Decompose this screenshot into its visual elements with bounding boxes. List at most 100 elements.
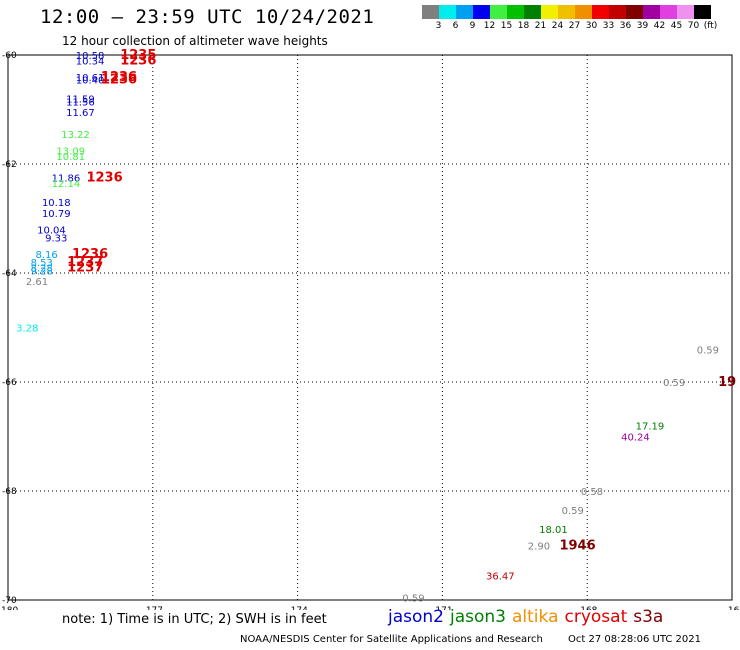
data-point-label: 9.33 xyxy=(45,234,67,245)
color-swatch xyxy=(507,5,524,19)
page-subtitle: 12 hour collection of altimeter wave hei… xyxy=(62,34,328,48)
color-scale-label: (ft) xyxy=(703,21,718,31)
color-swatch xyxy=(626,5,643,19)
data-point-label: 2.61 xyxy=(26,277,48,288)
color-swatch xyxy=(575,5,592,19)
color-scale-label: 36 xyxy=(619,21,632,31)
data-point-label: 1236 xyxy=(72,247,108,262)
color-scale-label: 12 xyxy=(483,21,496,31)
data-point-label: 8.28 xyxy=(31,264,53,275)
color-scale-label: 39 xyxy=(636,21,649,31)
x-tick-label: -174 xyxy=(287,606,308,610)
data-point-label: 10.18 xyxy=(42,198,71,209)
color-swatch xyxy=(490,5,507,19)
color-scale-legend xyxy=(422,5,711,19)
color-swatch xyxy=(524,5,541,19)
color-scale-label: 9 xyxy=(469,21,476,31)
color-scale-label: 6 xyxy=(452,21,459,31)
data-point-label: 19 xyxy=(718,375,736,390)
page-title: 12:00 — 23:59 UTC 10/24/2021 xyxy=(40,6,375,28)
data-point-label: 1235 xyxy=(120,48,156,63)
color-scale-label: 15 xyxy=(500,21,513,31)
data-point-label: 1237 xyxy=(67,261,103,276)
color-scale-label: 33 xyxy=(602,21,615,31)
y-tick-label: -64 xyxy=(2,269,17,279)
y-tick-label: -70 xyxy=(2,596,17,606)
data-point-label: 10.79 xyxy=(42,209,71,220)
data-point-label: 11.56 xyxy=(66,97,95,108)
color-scale-label: 24 xyxy=(551,21,564,31)
y-tick-label: -66 xyxy=(2,378,17,388)
satellite-legend: jason2 jason3 altika cryosat s3a xyxy=(388,607,669,627)
y-tick-label: -68 xyxy=(2,487,17,497)
x-tick-label: -177 xyxy=(143,606,163,610)
color-swatch xyxy=(541,5,558,19)
data-point-label: 0.59 xyxy=(562,506,584,517)
data-point-label: 1946 xyxy=(559,539,595,554)
data-point-label: 10.34 xyxy=(76,56,105,67)
color-scale-label: 42 xyxy=(653,21,666,31)
data-point-label: 0.59 xyxy=(402,593,424,604)
data-point-label: 13.09 xyxy=(56,146,85,157)
color-swatch xyxy=(660,5,677,19)
x-tick-label: -171 xyxy=(432,606,452,610)
color-swatch xyxy=(456,5,473,19)
x-tick-label: -16 xyxy=(725,606,740,610)
data-point-label: 0.59 xyxy=(697,345,719,356)
footer: NOAA/NESDIS Center for Satellite Applica… xyxy=(240,634,701,645)
data-point-label: 1236 xyxy=(101,73,137,88)
color-scale-labels: 3 6 9 12 15 18 21 24 27 30 33 36 39 42 45 70 (ft) xyxy=(422,21,740,33)
color-swatch xyxy=(643,5,660,19)
data-point-label: 10.04 xyxy=(37,225,66,236)
x-tick-label: -168 xyxy=(577,606,598,610)
satellite-label: cryosat xyxy=(564,607,628,627)
footer-credit: NOAA/NESDIS Center for Satellite Applica… xyxy=(240,634,543,645)
note-text: note: 1) Time is in UTC; 2) SWH is in fe… xyxy=(62,612,327,627)
data-point-label: 11.86 xyxy=(52,174,81,185)
color-scale-label: 45 xyxy=(670,21,683,31)
y-tick-label: -62 xyxy=(2,160,17,170)
data-point-label: 3.28 xyxy=(16,324,38,335)
data-point-label: 1236 xyxy=(86,171,122,186)
data-point-label: 10.81 xyxy=(56,152,85,163)
color-scale-label: 27 xyxy=(568,21,581,31)
data-point-label: 8.53 xyxy=(31,258,53,269)
data-point-label: 2.90 xyxy=(528,542,550,553)
x-tick-label: -180 xyxy=(0,606,18,610)
color-scale-label: 21 xyxy=(534,21,547,31)
data-point-label: 9.28 xyxy=(31,266,53,277)
data-point-label: 12.14 xyxy=(52,179,81,190)
color-swatch xyxy=(558,5,575,19)
color-scale-label: 30 xyxy=(585,21,598,31)
wave-height-plot: -180 -177 -174 -171 -168 -16 -60 -62 -64 -66 -68 -7… xyxy=(0,48,740,610)
data-point-label: 11.67 xyxy=(66,108,95,119)
satellite-label: s3a xyxy=(633,607,664,627)
data-point-label: 1236 xyxy=(120,53,156,68)
data-point-label: 10.58 xyxy=(76,51,105,62)
data-point-label: 11.59 xyxy=(66,95,95,106)
data-point-label: 13.22 xyxy=(61,130,90,141)
plot-frame xyxy=(7,54,733,601)
color-scale-label: 18 xyxy=(517,21,530,31)
satellite-label: jason2 xyxy=(388,607,444,627)
data-point-label: 10.40 xyxy=(76,76,105,87)
data-point-label: 40.24 xyxy=(621,433,650,444)
color-swatch xyxy=(473,5,490,19)
satellite-label: jason3 xyxy=(450,607,506,627)
data-point-label: 8.16 xyxy=(35,250,57,261)
data-point-label: 36.47 xyxy=(486,571,515,582)
color-scale-label: 70 xyxy=(687,21,700,31)
data-point-label: 1236 xyxy=(101,70,137,85)
y-tick-label: -60 xyxy=(2,51,17,61)
color-swatch xyxy=(694,5,711,19)
data-point-label: 17.19 xyxy=(636,422,665,433)
color-swatch xyxy=(677,5,694,19)
color-swatch xyxy=(609,5,626,19)
color-swatch xyxy=(439,5,456,19)
color-swatch xyxy=(422,5,439,19)
data-point-label: 0.58 xyxy=(581,487,603,498)
color-swatch xyxy=(592,5,609,19)
data-point-label: 18.01 xyxy=(539,525,568,536)
color-scale-label: 3 xyxy=(435,21,442,31)
data-point-label: 1237 xyxy=(67,255,103,270)
